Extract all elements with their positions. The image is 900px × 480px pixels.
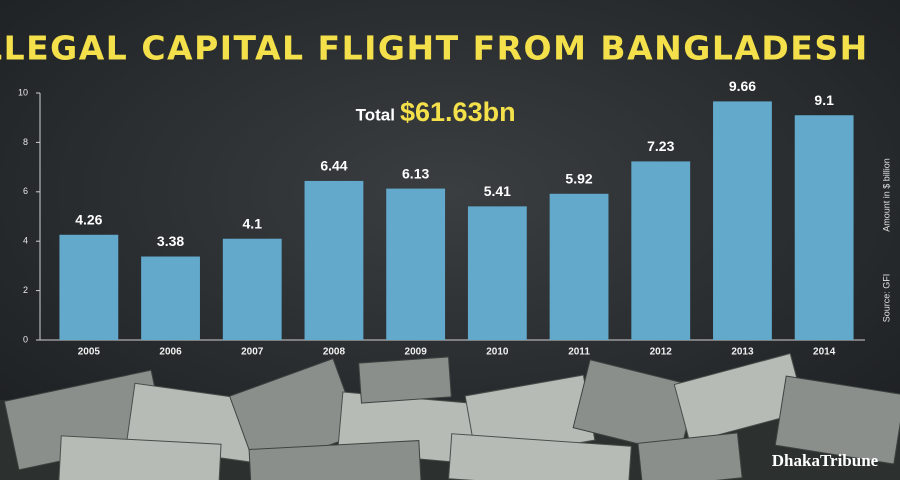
- bar: [59, 234, 119, 340]
- value-label: 9.66: [729, 78, 756, 94]
- bar: [222, 238, 282, 340]
- value-label: 5.41: [484, 183, 511, 199]
- y-tick-label: 6: [23, 186, 28, 196]
- x-tick-label: 2009: [405, 347, 428, 358]
- x-tick-label: 2012: [650, 347, 673, 358]
- y-axis-label: Amount in $ billion: [881, 158, 891, 232]
- bar: [386, 188, 446, 340]
- x-tick-label: 2005: [78, 347, 101, 358]
- y-tick-label: 4: [23, 236, 28, 246]
- total-value: $61.63bn: [400, 97, 516, 127]
- y-tick-label: 8: [23, 137, 28, 147]
- bar: [631, 161, 691, 340]
- bar: [304, 180, 364, 340]
- x-tick-label: 2006: [159, 347, 182, 358]
- x-tick-label: 2007: [241, 347, 264, 358]
- x-tick-label: 2011: [568, 347, 590, 358]
- total-label: Total: [356, 105, 395, 124]
- bar: [794, 115, 854, 340]
- source: Source: GFI: [881, 274, 891, 323]
- value-label: 6.44: [320, 158, 347, 174]
- value-label: 4.1: [243, 215, 263, 231]
- bar: [549, 193, 609, 340]
- bar: [713, 101, 772, 340]
- x-tick-label: 2014: [813, 347, 836, 358]
- money-pile: [0, 352, 900, 480]
- y-tick-label: 0: [23, 334, 28, 344]
- credit: DhakaTribune: [772, 451, 879, 470]
- value-label: 6.13: [402, 165, 429, 181]
- bar: [141, 256, 200, 340]
- x-tick-label: 2010: [486, 347, 509, 358]
- x-tick-label: 2008: [323, 347, 346, 358]
- value-label: 9.1: [814, 92, 834, 108]
- value-label: 7.23: [647, 138, 674, 154]
- y-tick-label: 10: [18, 87, 28, 97]
- bar: [467, 206, 527, 340]
- value-label: 3.38: [157, 233, 184, 249]
- value-label: 5.92: [565, 170, 592, 186]
- chart-title: ILLEGAL CAPITAL FLIGHT FROM BANGLADESH: [0, 29, 869, 68]
- x-tick-label: 2013: [731, 347, 754, 358]
- value-label: 4.26: [75, 211, 102, 227]
- y-tick-label: 2: [23, 285, 28, 295]
